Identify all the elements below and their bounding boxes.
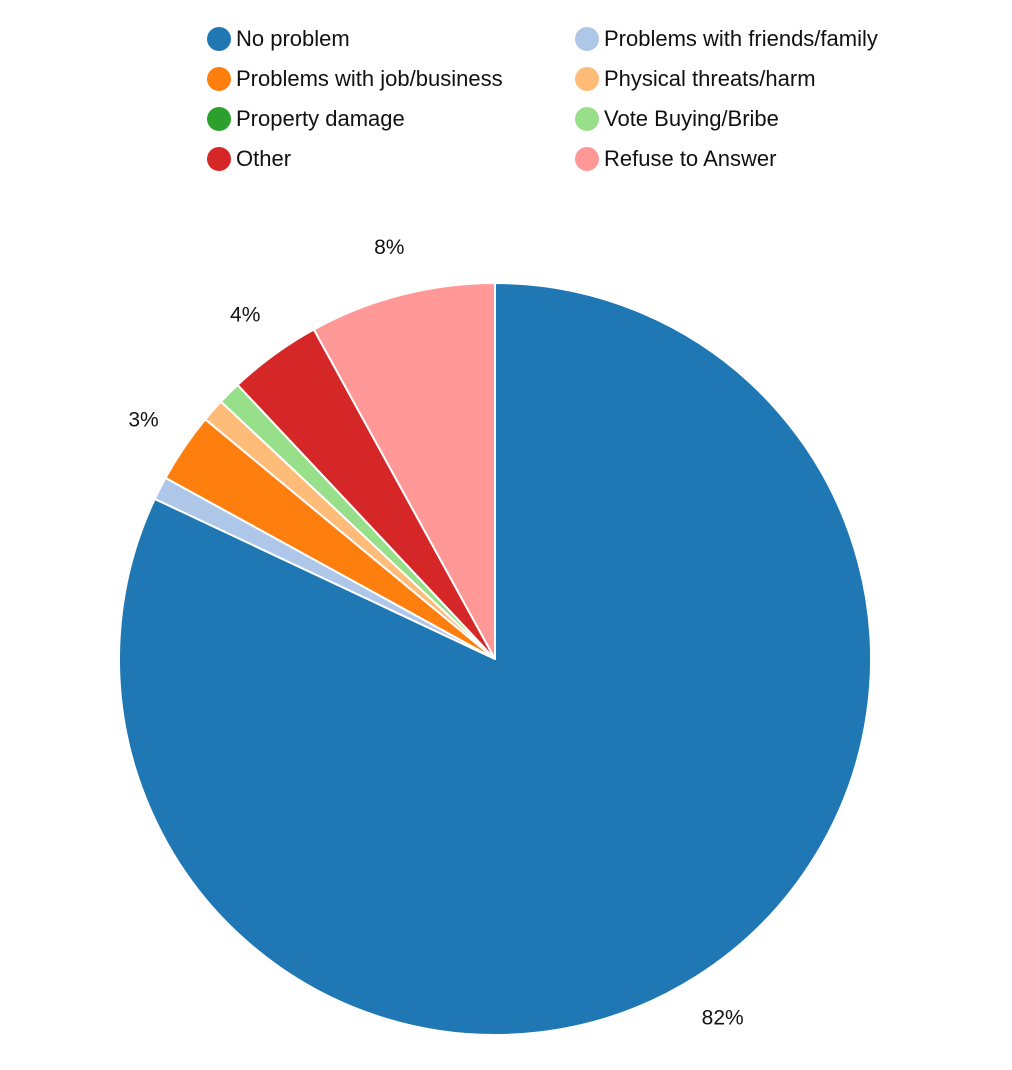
legend-item-other: Other	[207, 144, 291, 174]
legend-item-job-business: Problems with job/business	[207, 64, 503, 94]
legend-swatch	[207, 67, 231, 91]
legend-label: Vote Buying/Bribe	[604, 106, 779, 131]
legend-item-physical-threats: Physical threats/harm	[575, 64, 816, 94]
legend-label: No problem	[236, 26, 350, 51]
legend-swatch	[575, 27, 599, 51]
legend-item-vote-buying: Vote Buying/Bribe	[575, 104, 779, 134]
legend-label: Other	[236, 146, 292, 171]
legend-swatch	[575, 67, 599, 91]
legend-label: Problems with friends/family	[604, 26, 878, 51]
data-label-no-problem: 82%	[702, 1006, 744, 1029]
legend-label: Physical threats/harm	[604, 66, 816, 91]
legend-swatch	[207, 147, 231, 171]
pie-slice-refuse-to-answer	[312, 282, 496, 660]
pie-data-labels: 82% 3% 4% 8%	[128, 236, 743, 1029]
legend-item-property-damage: Property damage	[207, 104, 405, 134]
legend-item-no-problem: No problem	[207, 24, 350, 54]
legend-swatch	[207, 107, 231, 131]
chart-legend: No problem Problems with friends/family …	[207, 24, 927, 184]
data-label-other: 4%	[230, 304, 260, 327]
legend-swatch	[575, 147, 599, 171]
legend-item-refuse-to-answer: Refuse to Answer	[575, 144, 776, 174]
legend-item-friends-family: Problems with friends/family	[575, 24, 878, 54]
data-label-problems-with-job-business: 3%	[128, 409, 158, 432]
legend-swatch	[207, 27, 231, 51]
data-label-refuse-to-answer: 8%	[374, 236, 404, 259]
legend-swatch	[575, 107, 599, 131]
pie-slices	[118, 282, 872, 1036]
legend-label: Problems with job/business	[236, 66, 503, 91]
legend-label: Refuse to Answer	[604, 146, 777, 171]
legend-label: Property damage	[236, 106, 405, 131]
